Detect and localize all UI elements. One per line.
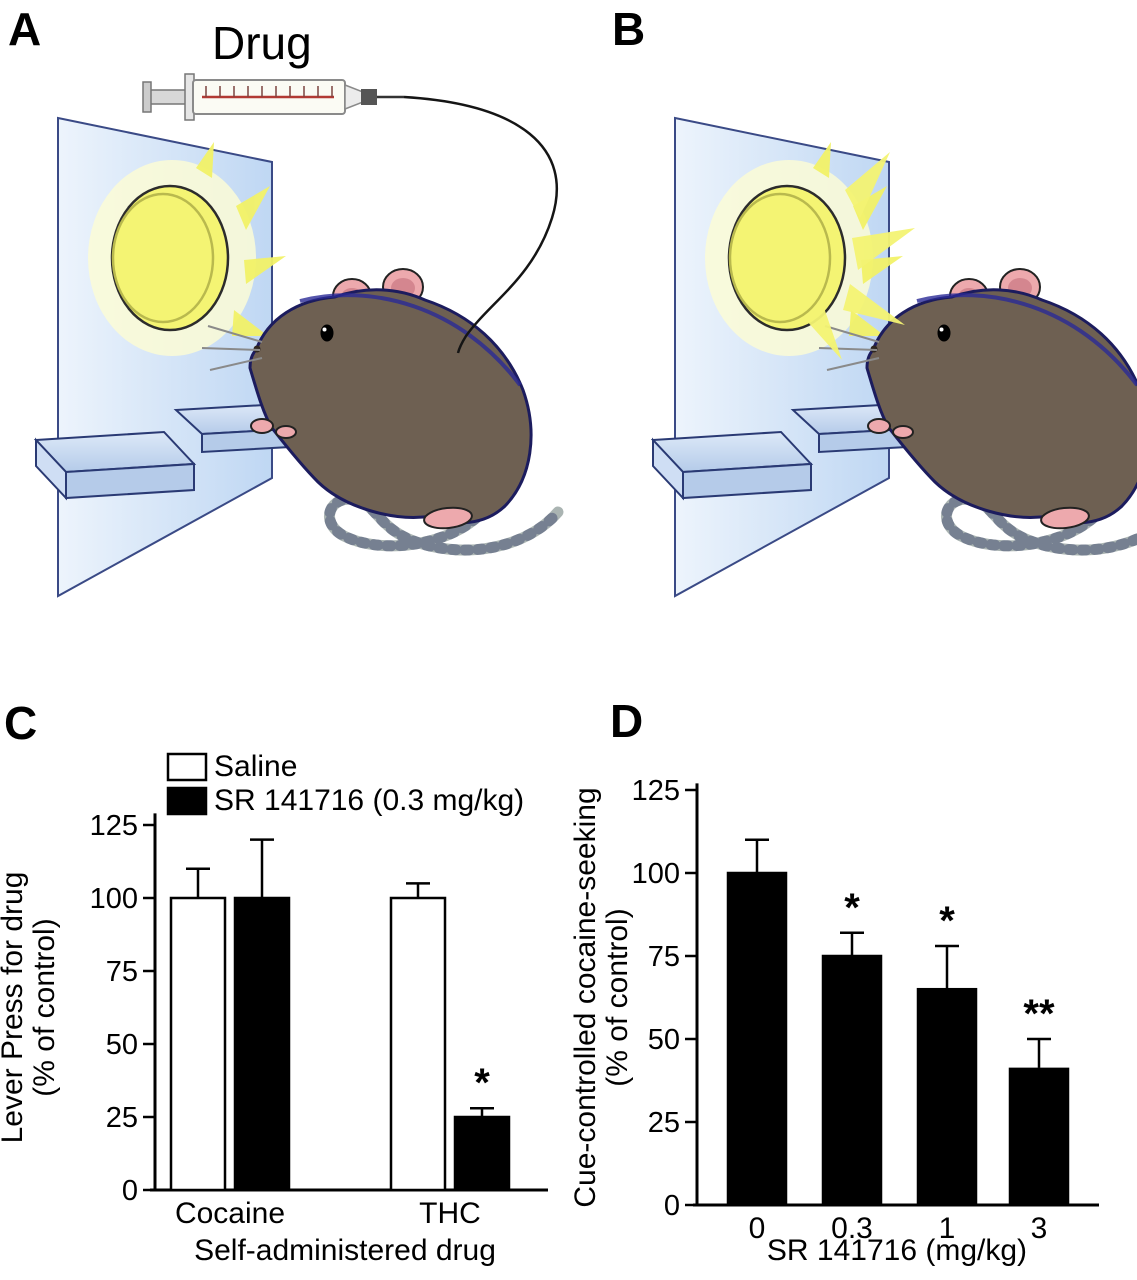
panel-label-d: D [610, 695, 644, 747]
significance-marker: * [844, 886, 860, 930]
y-tick-label: 100 [632, 858, 680, 890]
y-axis-title: (% of control) [28, 918, 61, 1096]
y-tick-label: 25 [106, 1102, 138, 1134]
y-tick-label: 125 [90, 810, 138, 842]
y-tick-label: 0 [664, 1190, 680, 1222]
y-tick-label: 0 [122, 1175, 138, 1207]
x-category-label: 3 [1031, 1212, 1048, 1245]
bar [453, 1115, 511, 1192]
y-tick-label: 100 [90, 883, 138, 915]
infusion-tubing [403, 95, 558, 354]
y-tick-label: 25 [648, 1107, 680, 1139]
rat-whiskers [201, 325, 263, 371]
y-tick-label: 50 [648, 1024, 680, 1056]
rat-hind-foot [423, 506, 473, 530]
legend-label: Saline [214, 750, 297, 783]
y-tick-label: 125 [632, 775, 680, 807]
legend-swatch [166, 786, 208, 816]
panel-label-b: B [612, 3, 646, 55]
cue-light-icon [110, 184, 230, 332]
x-category-label: 1 [939, 1212, 956, 1245]
x-axis-title: Self-administered drug [194, 1234, 496, 1267]
bar [726, 871, 788, 1207]
significance-marker: * [939, 899, 955, 943]
significance-marker: ** [1023, 992, 1055, 1036]
panel-label-c: C [4, 697, 38, 749]
x-axis-title: SR 141716 (mg/kg) [767, 1234, 1027, 1267]
syringe-icon [142, 73, 404, 121]
bar [233, 896, 291, 1192]
syringe-drug-label: Drug [212, 17, 312, 69]
panel-label-a: A [8, 3, 42, 55]
operant-chamber-scene [33, 116, 564, 598]
cue-light-burst-icon [806, 152, 915, 360]
bar [916, 987, 978, 1207]
y-axis-title: Lever Press for drug [0, 872, 29, 1144]
y-tick-label: 75 [648, 941, 680, 973]
rat-eye [320, 324, 334, 342]
significance-marker: * [474, 1061, 490, 1105]
legend-label: SR 141716 (0.3 mg/kg) [214, 784, 524, 817]
bar-chart-lever-press: 0 25 50 75 100 125 Cocaine THC * Self-administere… [0, 750, 548, 1267]
bar [169, 896, 227, 1192]
bar [821, 954, 883, 1207]
y-tick-label: 50 [106, 1029, 138, 1061]
cue-light-rim [111, 192, 215, 324]
x-category-label: THC [419, 1197, 481, 1230]
x-category-label: 0.3 [831, 1212, 873, 1245]
inactive-lever [33, 430, 197, 501]
rat-front-paw [250, 418, 274, 434]
legend-swatch [166, 752, 208, 782]
light-rays-icon [196, 142, 286, 336]
x-category-label: Cocaine [175, 1197, 285, 1230]
y-axis-title: (% of control) [601, 908, 634, 1086]
operant-chamber-illustration [33, 73, 1137, 700]
y-axis-title: Cue-controlled cocaine-seeking [569, 787, 602, 1207]
x-category-label: 0 [749, 1212, 766, 1245]
bar [389, 896, 447, 1192]
rat-front-paw [275, 425, 297, 439]
bar [1008, 1067, 1070, 1207]
y-tick-label: 75 [106, 956, 138, 988]
rat-body [248, 288, 533, 525]
